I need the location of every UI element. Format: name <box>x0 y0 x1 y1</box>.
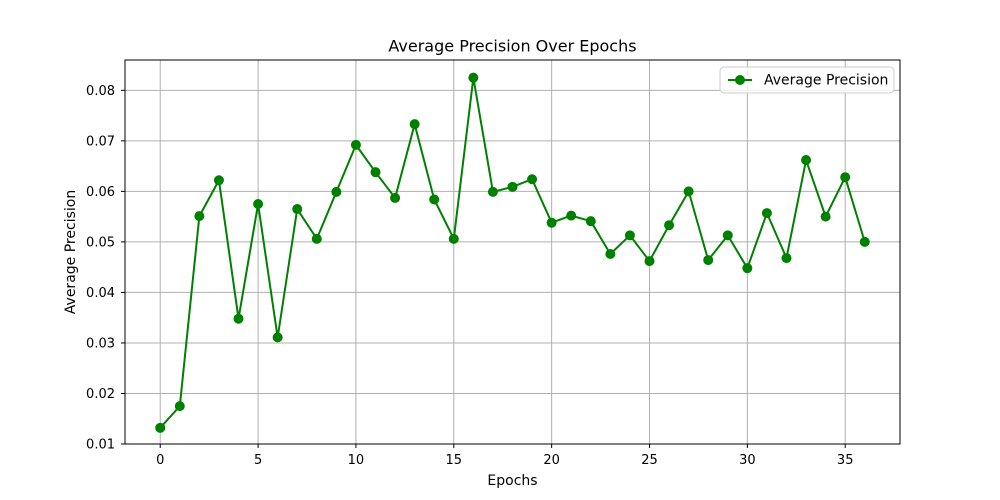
data-point <box>781 253 792 264</box>
y-axis-label: Average Precision <box>63 190 79 314</box>
data-point <box>311 233 322 244</box>
data-point <box>468 72 479 83</box>
data-point <box>546 217 557 228</box>
y-tick-label: 0.04 <box>86 286 115 301</box>
data-point <box>664 220 675 231</box>
data-point <box>429 194 440 205</box>
data-point <box>859 236 870 247</box>
data-point <box>624 230 635 241</box>
data-point <box>253 199 264 209</box>
y-tick-label: 0.01 <box>86 438 115 453</box>
tick-layer: 0 5 10 15 20 25 30 35 0.01 0.02 0.03 0.04 0.05 0.06 0.… <box>86 84 853 468</box>
data-point <box>566 210 577 221</box>
data-point <box>527 174 538 185</box>
data-point <box>194 211 205 222</box>
x-tick-label: 30 <box>739 453 756 468</box>
data-point <box>801 155 812 166</box>
data-point <box>155 422 166 433</box>
plot-frame <box>124 59 901 445</box>
data-point <box>331 186 342 197</box>
data-point <box>390 192 401 203</box>
data-point <box>350 139 361 150</box>
data-point <box>585 216 596 227</box>
data-point <box>292 204 303 215</box>
data-point <box>703 255 714 266</box>
data-point <box>742 263 753 274</box>
data-point <box>233 313 244 324</box>
y-tick-label: 0.07 <box>86 134 115 149</box>
x-tick-label: 5 <box>254 453 262 468</box>
x-tick-label: 10 <box>348 453 365 468</box>
legend-label: Average Precision <box>764 73 888 89</box>
data-point <box>272 332 283 343</box>
chart-title: Average Precision Over Epochs <box>388 37 636 56</box>
data-point <box>644 256 655 267</box>
data-point <box>409 119 420 130</box>
y-tick-label: 0.08 <box>86 84 115 99</box>
data-point <box>722 230 733 241</box>
data-point <box>507 181 518 192</box>
data-point <box>820 211 831 222</box>
legend-box <box>719 66 895 94</box>
data-point <box>448 233 459 244</box>
y-tick-label: 0.06 <box>86 185 115 200</box>
y-tick-label: 0.05 <box>86 235 115 250</box>
y-tick-label: 0.03 <box>86 336 115 351</box>
x-tick-label: 35 <box>837 453 854 468</box>
data-point <box>174 401 185 412</box>
data-point <box>213 175 224 186</box>
x-tick-label: 25 <box>641 453 658 468</box>
x-tick-label: 0 <box>156 453 164 468</box>
data-point <box>761 208 772 219</box>
legend: Average Precision <box>719 66 895 94</box>
data-point <box>683 186 694 197</box>
data-point <box>840 172 851 183</box>
x-axis-label: Epochs <box>487 473 537 489</box>
data-point <box>605 249 616 260</box>
x-tick-label: 15 <box>446 453 463 468</box>
y-tick-label: 0.02 <box>86 387 115 402</box>
legend-marker-sample <box>735 75 745 85</box>
series-layer <box>155 72 870 433</box>
x-tick-label: 20 <box>543 453 560 468</box>
data-point <box>487 186 498 197</box>
data-point <box>370 167 381 178</box>
